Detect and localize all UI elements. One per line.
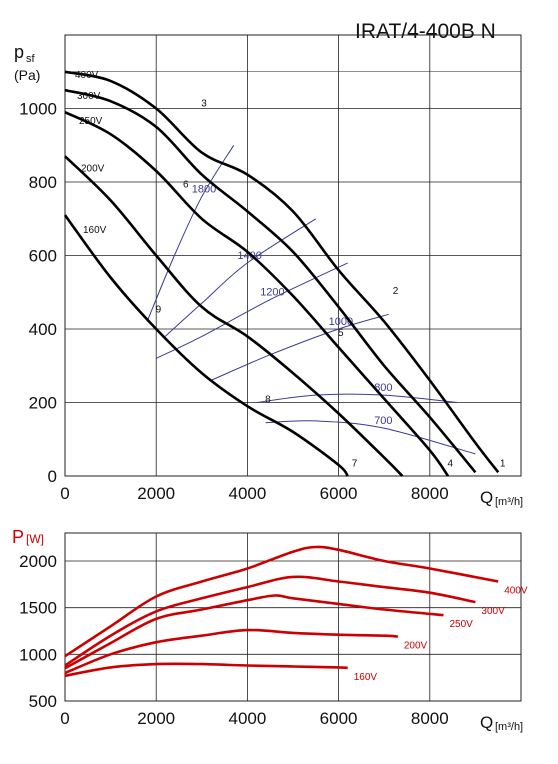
upper-series-label-250V: 250V xyxy=(79,116,103,127)
operating-point-7: 7 xyxy=(352,459,358,470)
lower-series-label-300V: 300V xyxy=(481,606,505,617)
upper-ylabel-sub: sf xyxy=(26,53,36,65)
operating-point-4: 4 xyxy=(447,459,453,470)
rpm-curve-1800 xyxy=(146,145,235,322)
operating-point-1: 1 xyxy=(500,459,506,470)
upper-series-label-400V: 400V xyxy=(75,70,99,81)
lower-y-tick-label: 1500 xyxy=(19,599,57,618)
upper-x-tick-label: 2000 xyxy=(137,484,175,503)
upper-series-200V xyxy=(64,155,404,477)
rpm-label-700: 700 xyxy=(374,415,392,427)
upper-xlabel: Q xyxy=(480,488,493,507)
lower-ylabel-main: P xyxy=(12,527,24,547)
upper-y-tick-label: 400 xyxy=(29,320,57,339)
upper-y-tick-label: 0 xyxy=(48,467,57,486)
operating-point-5: 5 xyxy=(338,328,344,339)
rpm-label-1800: 1800 xyxy=(192,184,216,196)
rpm-curve-700 xyxy=(265,420,476,455)
lower-y-tick-label: 1000 xyxy=(19,645,57,664)
upper-yunit: (Pa) xyxy=(14,67,40,83)
lower-series-400V xyxy=(64,545,499,658)
lower-x-tick-label: 4000 xyxy=(228,709,266,728)
upper-series-label-300V: 300V xyxy=(77,91,101,102)
lower-x-tick-label: 8000 xyxy=(411,709,449,728)
upper-series-250V xyxy=(64,111,450,477)
rpm-curve-800 xyxy=(256,393,458,403)
upper-series-300V xyxy=(64,88,477,474)
upper-series-label-160V: 160V xyxy=(83,225,107,236)
lower-x-tick-label: 6000 xyxy=(320,709,358,728)
lower-series-label-250V: 250V xyxy=(449,619,473,630)
lower-series-200V xyxy=(64,628,399,675)
upper-y-tick-label: 800 xyxy=(29,173,57,192)
lower-xunit: [m³/h] xyxy=(495,721,523,733)
rpm-curve-1200 xyxy=(155,262,348,359)
upper-series-400V xyxy=(64,70,500,474)
lower-plot-frame xyxy=(64,532,522,702)
lower-series-300V xyxy=(64,575,476,667)
upper-xunit: [m³/h] xyxy=(495,496,523,508)
lower-y-tick-label: 500 xyxy=(29,692,57,711)
upper-y-tick-label: 1000 xyxy=(19,100,57,119)
upper-y-tick-label: 200 xyxy=(29,394,57,413)
lower-series-label-200V: 200V xyxy=(404,641,428,652)
upper-series-label-200V: 200V xyxy=(81,163,105,174)
lower-series-label-400V: 400V xyxy=(504,586,528,597)
lower-y-tick-label: 2000 xyxy=(19,552,57,571)
operating-point-8: 8 xyxy=(265,394,271,405)
lower-ylabel-sub: [W] xyxy=(26,532,44,546)
operating-point-9: 9 xyxy=(156,304,162,315)
lower-series-250V xyxy=(64,594,444,670)
upper-ylabel-main: p xyxy=(14,42,24,62)
upper-x-tick-label: 8000 xyxy=(411,484,449,503)
lower-series-160V xyxy=(64,662,348,678)
upper-x-tick-label: 4000 xyxy=(228,484,266,503)
upper-y-tick-label: 600 xyxy=(29,247,57,266)
upper-series-160V xyxy=(63,214,349,477)
rpm-curve-1400 xyxy=(164,218,317,337)
upper-x-tick-label: 0 xyxy=(60,484,69,503)
rpm-curve-1000 xyxy=(210,313,389,381)
lower-series-label-160V: 160V xyxy=(354,672,378,683)
upper-x-tick-label: 6000 xyxy=(320,484,358,503)
lower-x-tick-label: 2000 xyxy=(137,709,175,728)
operating-point-3: 3 xyxy=(201,99,207,110)
operating-point-6: 6 xyxy=(183,179,189,190)
lower-xlabel: Q xyxy=(480,713,493,732)
lower-x-tick-label: 0 xyxy=(60,709,69,728)
rpm-label-1200: 1200 xyxy=(260,287,284,299)
chart-title: IRAT/4-400B N xyxy=(355,20,496,43)
operating-point-2: 2 xyxy=(393,286,399,297)
